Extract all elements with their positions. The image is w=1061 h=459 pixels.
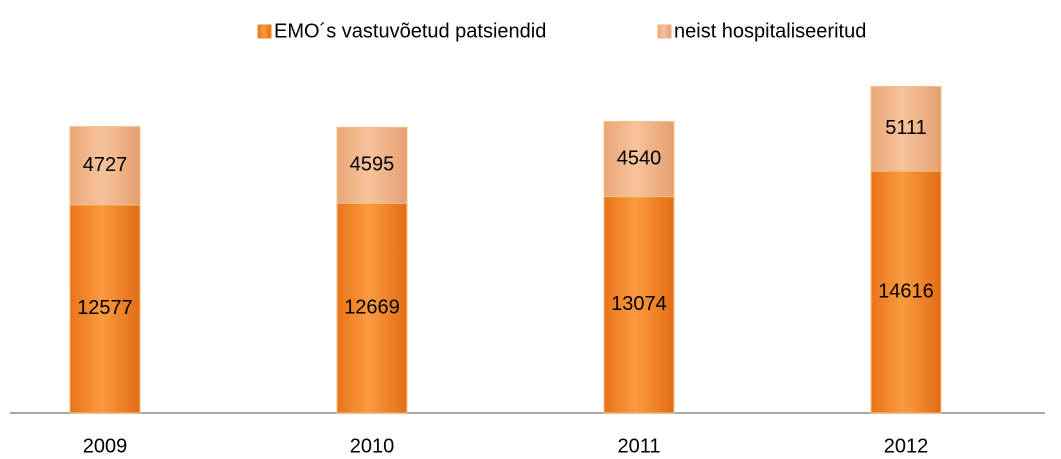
bar-segment bbox=[336, 126, 408, 204]
legend-label: neist hospitaliseeritud bbox=[674, 20, 866, 42]
bar-segment bbox=[870, 86, 942, 172]
bar-segment bbox=[603, 120, 675, 198]
x-tick-label: 2011 bbox=[617, 435, 660, 457]
x-tick-label: 2010 bbox=[350, 435, 395, 457]
data-label: 13074 bbox=[611, 293, 667, 315]
bar-segment bbox=[69, 204, 141, 414]
legend-label: EMO´s vastuvõetud patsiendid bbox=[274, 20, 546, 42]
legend-swatch bbox=[257, 24, 272, 39]
data-label: 4540 bbox=[617, 147, 662, 169]
data-label: 14616 bbox=[878, 280, 934, 302]
data-label: 5111 bbox=[885, 117, 927, 139]
data-label: 4595 bbox=[350, 154, 395, 176]
bar-segment bbox=[603, 196, 675, 414]
bar-segment bbox=[870, 170, 942, 414]
legend-swatch bbox=[657, 24, 672, 39]
data-label: 4727 bbox=[83, 154, 128, 176]
x-tick-label: 2012 bbox=[884, 435, 929, 457]
bar-segment bbox=[69, 126, 141, 206]
data-label: 12577 bbox=[77, 297, 133, 319]
x-tick-label: 2009 bbox=[83, 435, 128, 457]
data-label: 12669 bbox=[344, 296, 400, 318]
